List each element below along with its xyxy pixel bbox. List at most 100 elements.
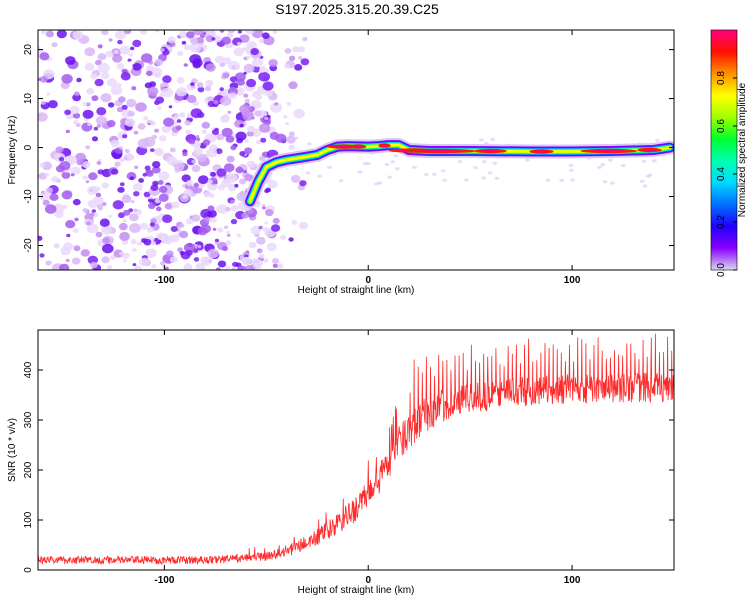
noise-blob: [74, 217, 79, 222]
noise-blob: [90, 212, 95, 217]
noise-blob: [119, 45, 131, 55]
noise-blob: [286, 135, 296, 144]
noise-blob: [75, 152, 87, 162]
noise-blob: [272, 258, 280, 264]
noise-blob: [645, 174, 651, 178]
noise-blob: [226, 173, 238, 183]
noise-blob: [221, 127, 233, 138]
noise-blob: [288, 55, 296, 61]
noise-blob: [106, 120, 116, 128]
noise-blob: [179, 112, 186, 118]
noise-blob: [390, 160, 396, 164]
noise-blob: [124, 118, 136, 127]
noise-blob: [166, 156, 178, 165]
noise-blob: [143, 116, 149, 121]
noise-blob: [286, 101, 292, 106]
noise-blob: [132, 263, 137, 267]
noise-blob: [600, 163, 606, 167]
noise-blob: [224, 225, 229, 229]
noise-blob: [250, 225, 261, 235]
noise-blob: [177, 247, 183, 253]
noise-blob: [40, 100, 46, 105]
ridge-core-peak: [380, 144, 389, 147]
noise-blob: [82, 101, 88, 106]
noise-blob: [481, 160, 487, 164]
noise-blob: [137, 123, 146, 130]
noise-blob: [235, 166, 244, 174]
noise-blob: [251, 30, 264, 39]
noise-blob: [179, 31, 188, 39]
noise-blob: [244, 139, 249, 143]
noise-blob: [93, 126, 99, 131]
noise-blob: [132, 248, 137, 252]
noise-blob: [85, 180, 90, 184]
noise-blob: [39, 162, 45, 168]
noise-blob: [197, 86, 205, 93]
noise-blob: [384, 162, 390, 167]
noise-blob: [130, 200, 135, 204]
noise-blob: [38, 46, 41, 50]
noise-blob: [76, 77, 82, 83]
noise-blob: [80, 249, 90, 257]
noise-blob: [463, 178, 469, 182]
noise-blob: [72, 93, 81, 102]
noise-blob: [143, 238, 152, 246]
noise-blob: [207, 209, 217, 218]
noise-blob: [241, 256, 252, 266]
y-tick-label: 10: [23, 93, 34, 105]
noise-blob: [651, 159, 657, 163]
noise-blob: [152, 180, 159, 187]
noise-blob: [72, 228, 79, 234]
noise-blob: [212, 227, 217, 231]
noise-blob: [642, 184, 648, 188]
noise-blob: [90, 261, 98, 269]
noise-blob: [182, 151, 188, 157]
noise-blob: [192, 30, 204, 36]
noise-blob: [216, 168, 227, 177]
noise-blob: [139, 257, 150, 267]
noise-blob: [201, 121, 210, 129]
noise-blob: [210, 171, 216, 177]
noise-blob: [185, 249, 193, 256]
noise-blob: [97, 44, 103, 49]
noise-blob: [215, 148, 223, 155]
noise-blob: [154, 147, 164, 157]
noise-blob: [250, 48, 259, 56]
noise-blob: [374, 182, 380, 186]
ridge-core-peak: [353, 145, 363, 148]
noise-blob: [65, 129, 70, 134]
noise-blob: [205, 63, 216, 72]
noise-blob: [183, 263, 193, 270]
noise-blob: [106, 265, 113, 270]
spectrogram-x-label: Height of straight line (km): [298, 285, 415, 296]
noise-blob: [274, 102, 279, 106]
noise-blob: [206, 148, 218, 158]
noise-blob: [226, 155, 235, 163]
noise-blob: [102, 243, 114, 254]
noise-blob: [191, 159, 197, 164]
noise-blob: [58, 156, 65, 162]
noise-blob: [227, 30, 236, 34]
noise-blob: [115, 30, 126, 40]
noise-blob: [65, 220, 76, 229]
noise-blob: [48, 100, 58, 109]
noise-blob: [478, 138, 484, 142]
noise-blob: [102, 237, 111, 244]
noise-blob: [51, 176, 59, 183]
noise-blob: [197, 244, 202, 249]
noise-blob: [129, 223, 141, 234]
noise-blob: [263, 258, 269, 263]
noise-blob: [154, 58, 163, 66]
noise-blob: [130, 46, 135, 51]
noise-blob: [146, 119, 151, 124]
noise-blob: [183, 242, 196, 253]
noise-blob: [177, 50, 184, 57]
noise-blob: [86, 88, 95, 95]
noise-blob: [86, 221, 91, 226]
noise-blob: [298, 221, 309, 230]
noise-blob: [217, 227, 224, 233]
noise-blob: [246, 130, 254, 137]
noise-blob: [164, 266, 169, 270]
noise-blob: [291, 220, 298, 225]
snr-x-ticks: -100 0 100: [154, 330, 581, 586]
